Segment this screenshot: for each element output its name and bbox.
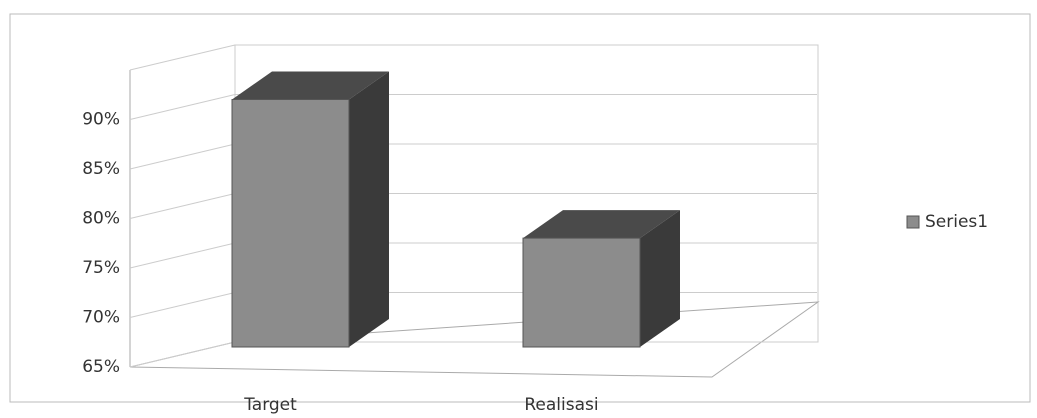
- chart-frame: [9, 13, 1031, 403]
- bar: [231, 99, 350, 348]
- legend-swatch: [906, 215, 920, 229]
- y-tick-label: 90%: [82, 110, 120, 130]
- bar-side: [349, 71, 389, 347]
- grid-line-wall: [129, 94, 236, 120]
- grid-line-wall: [129, 341, 236, 368]
- grid-line-wall: [129, 242, 236, 269]
- y-tick-label: 85%: [82, 159, 120, 179]
- x-tick-label: Target: [243, 395, 297, 415]
- grid-line-wall: [129, 44, 236, 71]
- y-tick-label: 75%: [82, 258, 120, 278]
- y-tick-label: 70%: [82, 308, 120, 328]
- legend-label: Series1: [925, 212, 988, 232]
- bar-side: [640, 210, 680, 347]
- bar-top: [523, 210, 680, 239]
- grid-line-wall: [129, 193, 236, 219]
- grid-line-wall: [129, 143, 236, 170]
- x-tick-label: Realisasi: [524, 395, 598, 415]
- grid-line-wall: [129, 292, 236, 318]
- y-tick-label: 80%: [82, 209, 120, 229]
- y-tick-label: 65%: [82, 357, 120, 377]
- bar-top: [232, 71, 389, 100]
- bar: [522, 237, 641, 348]
